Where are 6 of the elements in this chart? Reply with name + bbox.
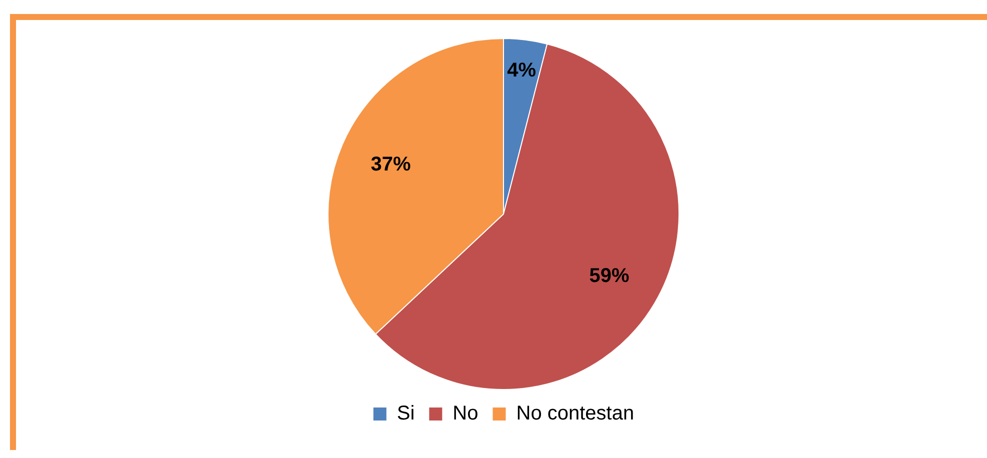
- legend-label: Si: [396, 402, 415, 425]
- data-label: 59%: [589, 265, 630, 288]
- legend-label: No contestan: [516, 402, 634, 425]
- data-label: 4%: [507, 60, 536, 82]
- data-label: 37%: [370, 154, 411, 176]
- legend-label: No: [452, 402, 478, 425]
